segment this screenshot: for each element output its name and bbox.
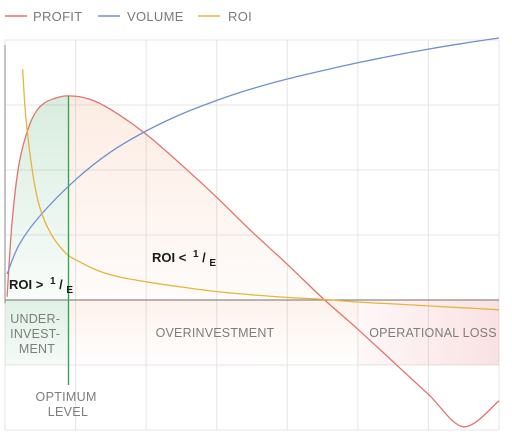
volume-line	[6, 37, 500, 275]
region-labels: UNDER- INVEST- MENT OVERINVESTMENT OPERA…	[10, 312, 497, 356]
legend: PROFIT VOLUME ROI	[5, 9, 252, 24]
region-band-operational-loss	[357, 300, 499, 365]
legend-label-roi: ROI	[228, 9, 252, 24]
region-label-overinvestment: OVERINVESTMENT	[156, 326, 275, 340]
region-band-overinvestment	[68, 300, 358, 365]
legend-label-volume: VOLUME	[127, 9, 184, 24]
region-label-operational-loss: OPERATIONAL LOSS	[369, 326, 497, 340]
profit-line	[6, 95, 500, 428]
roi-greater-annotation: ROI > 1 / E	[9, 272, 73, 296]
chart-lines	[4, 37, 500, 428]
roi-line	[21, 69, 500, 311]
region-band-underinvestment	[5, 300, 69, 365]
region-label-underinvestment: UNDER- INVEST- MENT	[10, 312, 64, 356]
chart-fills	[5, 95, 499, 365]
profit-area-overinvestment	[68, 95, 358, 301]
optimum-level-label: OPTIMUM LEVEL	[36, 390, 101, 419]
roi-less-annotation: ROI < 1 / E	[152, 245, 216, 269]
legend-label-profit: PROFIT	[33, 9, 82, 24]
